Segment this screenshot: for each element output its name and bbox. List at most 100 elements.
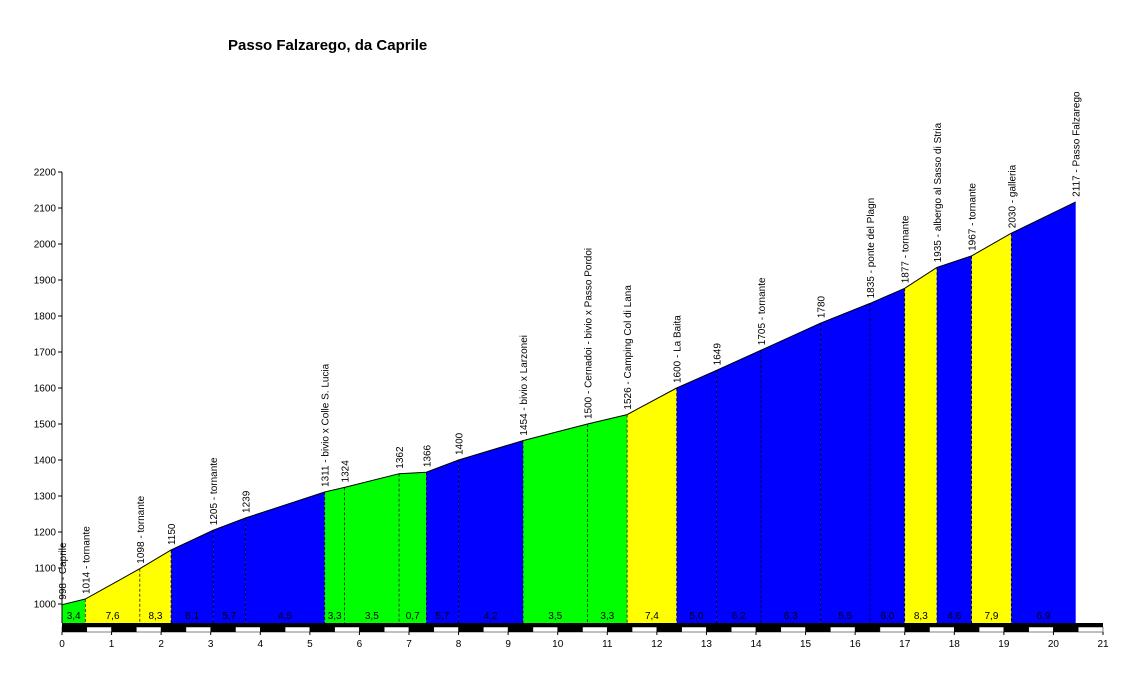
segment-area-6 xyxy=(324,487,345,623)
gradient-label-12: 3,3 xyxy=(600,611,614,622)
km-bar-cell-32 xyxy=(854,626,881,633)
x-tick-label-9: 9 xyxy=(505,639,511,650)
y-tick-label-10: 2000 xyxy=(34,240,57,251)
km-bar-cell-7 xyxy=(235,626,261,633)
x-tick-label-11: 11 xyxy=(602,639,613,650)
km-bar-cell-12 xyxy=(359,626,385,633)
gradient-label-6: 3,3 xyxy=(328,611,342,622)
km-bar-cell-25 xyxy=(681,626,707,633)
gradient-label-14: 5,0 xyxy=(690,611,704,622)
segment-area-15 xyxy=(716,350,761,623)
profile-line-group xyxy=(61,201,1076,606)
x-tick-label-4: 4 xyxy=(258,639,264,650)
annotation-label-17: 1780 xyxy=(816,295,827,318)
km-bar-cell-2 xyxy=(111,626,137,633)
x-tick-label-0: 0 xyxy=(59,639,65,650)
km-bar-cell-28 xyxy=(755,626,782,633)
annotation-label-12: 1500 - Cernadoi - bivio x Passo Pordoi xyxy=(584,248,595,419)
x-tick-label-7: 7 xyxy=(406,639,412,650)
y-tick-label-0: 1000 xyxy=(34,600,57,611)
annotation-label-2: 1098 - tornante xyxy=(136,495,147,563)
km-bar-cell-6 xyxy=(210,626,236,633)
km-bar-cell-41 xyxy=(1077,626,1104,633)
x-tick-label-15: 15 xyxy=(800,639,812,650)
km-bar-cell-29 xyxy=(780,626,806,633)
km-bar-cell-40 xyxy=(1053,626,1079,633)
annotation-label-23: 2117 - Passo Falzarego xyxy=(1072,91,1083,197)
point-annotations: 998 - Caprile 1014 - tornante 1098 - torna… xyxy=(58,91,1083,600)
annotation-label-3: 1150 xyxy=(167,523,178,545)
segment-area-10 xyxy=(458,440,523,623)
gradient-label-20: 4,6 xyxy=(947,611,961,622)
km-bar-top xyxy=(62,623,1103,627)
km-bar-cell-0 xyxy=(61,626,88,633)
annotation-label-7: 1324 xyxy=(341,460,352,483)
annotation-label-11: 1454 - bivio x Larzonei xyxy=(519,335,530,436)
km-bar-cell-23 xyxy=(631,626,658,633)
gradient-label-21: 7,9 xyxy=(985,611,999,622)
annotation-label-13: 1526 - Camping Col di Lana xyxy=(623,285,634,410)
gradient-label-9: 5,7 xyxy=(436,611,450,622)
annotation-label-21: 1967 - tornante xyxy=(968,183,979,251)
annotation-label-0: 998 - Caprile xyxy=(58,542,69,600)
km-bar-cell-14 xyxy=(408,626,435,633)
segment-area-17 xyxy=(820,303,870,623)
gradient-label-18: 6,0 xyxy=(880,611,894,622)
y-tick-label-11: 2100 xyxy=(34,204,57,215)
x-tick-label-19: 19 xyxy=(998,639,1010,650)
kilometre-bar xyxy=(61,623,1104,633)
segment-area-7 xyxy=(344,473,400,623)
km-bar-cell-11 xyxy=(334,626,360,633)
y-tick-label-1: 1100 xyxy=(34,564,56,575)
gradient-label-3: 6,1 xyxy=(185,611,199,622)
km-bar-cell-24 xyxy=(656,626,682,633)
gradient-label-11: 3,5 xyxy=(548,611,562,622)
y-tick-label-6: 1600 xyxy=(34,384,57,395)
km-bar-cell-21 xyxy=(582,626,608,633)
x-tick-label-18: 18 xyxy=(949,639,961,650)
km-bar-cell-13 xyxy=(383,626,410,633)
km-bar-cell-26 xyxy=(706,626,732,633)
x-tick-label-13: 13 xyxy=(701,639,713,650)
segment-area-4 xyxy=(213,518,246,623)
y-tick-label-3: 1300 xyxy=(34,492,57,503)
x-tick-label-10: 10 xyxy=(552,639,564,650)
km-bar-cell-17 xyxy=(483,626,509,633)
annotation-label-20: 1935 - albergo al Sasso di Stria xyxy=(933,122,944,262)
segment-area-0 xyxy=(62,599,86,623)
km-bar-cell-34 xyxy=(904,626,930,633)
x-tick-label-1: 1 xyxy=(109,639,115,650)
km-bar-cell-3 xyxy=(136,626,162,633)
annotation-label-9: 1366 xyxy=(422,444,433,467)
km-bar-cell-15 xyxy=(433,626,459,633)
annotation-label-18: 1835 - ponte del Plagn xyxy=(866,198,877,299)
km-bar-cell-10 xyxy=(309,626,335,633)
y-tick-label-4: 1400 xyxy=(34,456,57,467)
profile-line xyxy=(61,201,1076,606)
km-bar-cell-1 xyxy=(86,626,112,633)
gradient-label-19: 8,3 xyxy=(914,611,928,622)
km-bar-cell-27 xyxy=(730,626,757,633)
x-tick-label-5: 5 xyxy=(307,639,313,650)
segment-area-2 xyxy=(139,550,172,623)
gradient-label-0: 3,4 xyxy=(67,611,81,622)
gradient-label-2: 8,3 xyxy=(148,611,162,622)
y-tick-label-8: 1800 xyxy=(34,312,57,323)
x-tick-label-20: 20 xyxy=(1048,639,1060,650)
segment-area-1 xyxy=(85,568,140,623)
segment-area-14 xyxy=(676,370,717,623)
annotation-label-1: 1014 - tornante xyxy=(81,526,92,594)
x-tick-label-21: 21 xyxy=(1097,639,1109,650)
km-bar-cell-8 xyxy=(260,626,286,633)
segment-area-9 xyxy=(426,460,459,623)
segment-area-18 xyxy=(870,288,905,623)
annotation-label-22: 2030 - galleria xyxy=(1007,164,1018,228)
segment-area-21 xyxy=(971,233,1012,623)
y-tick-label-9: 1900 xyxy=(34,276,57,287)
km-bar-cell-9 xyxy=(284,626,311,633)
gradient-label-4: 5,7 xyxy=(222,611,236,622)
segment-area-20 xyxy=(936,255,972,623)
gradient-labels: 3,4 7,6 8,3 6,1 5,7 4,5 3,3 3,5 0,7 5,7 4,2 3,5 3,3 7… xyxy=(67,611,1051,622)
km-bar-cell-30 xyxy=(805,626,831,633)
